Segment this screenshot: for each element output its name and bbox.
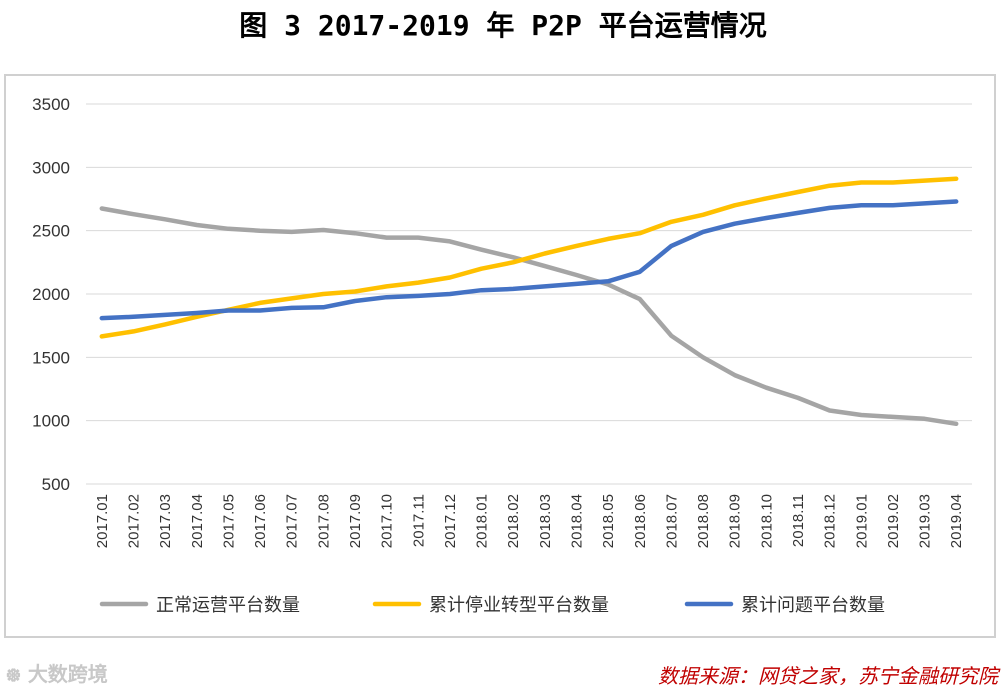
x-tick-label: 2018.12 — [822, 494, 839, 548]
x-tick-label: 2019.03 — [917, 494, 934, 548]
chart-frame: 500 1000 1500 2000 2500 3000 3500 2017.01 2017.… — [4, 74, 996, 638]
x-tick-label: 2017.04 — [189, 494, 206, 548]
x-tick-label: 2018.10 — [758, 494, 775, 548]
logo-icon: ᪥ — [6, 662, 21, 686]
x-tick-label: 2017.09 — [347, 494, 364, 548]
legend: 正常运营平台数量 累计停业转型平台数量 累计问题平台数量 — [99, 595, 885, 616]
y-tick-label: 2500 — [32, 222, 70, 241]
chart-title: 图 3 2017-2019 年 P2P 平台运营情况 — [239, 9, 767, 42]
x-tick-label: 2017.11 — [410, 494, 427, 547]
y-axis: 500 1000 1500 2000 2500 3000 3500 — [32, 95, 70, 494]
x-axis: 2017.01 2017.02 2017.03 2017.04 2017.05 2017.… — [94, 494, 965, 548]
x-tick-label: 2017.06 — [252, 494, 269, 548]
watermark-text: 大数跨境 — [27, 662, 108, 686]
x-tick-label: 2018.02 — [505, 494, 522, 548]
x-tick-label: 2018.03 — [537, 494, 554, 548]
x-tick-label: 2017.08 — [315, 494, 332, 548]
x-tick-label: 2018.05 — [600, 494, 617, 548]
x-tick-label: 2018.09 — [727, 494, 744, 548]
y-tick-label: 1000 — [32, 412, 70, 431]
x-tick-label: 2018.01 — [474, 494, 491, 548]
x-tick-label: 2017.10 — [379, 494, 396, 548]
legend-label: 正常运营平台数量 — [156, 595, 300, 616]
legend-label: 累计问题平台数量 — [741, 595, 885, 616]
x-tick-label: 2017.03 — [157, 494, 174, 548]
x-tick-label: 2017.05 — [220, 494, 237, 548]
x-tick-label: 2018.08 — [695, 494, 712, 548]
x-tick-label: 2019.02 — [885, 494, 902, 548]
grid-layer — [86, 103, 972, 485]
series-line-2 — [99, 199, 959, 321]
series-layer — [99, 176, 959, 427]
x-tick-label: 2018.11 — [790, 494, 807, 547]
x-tick-label: 2017.12 — [442, 494, 459, 548]
x-tick-label: 2017.01 — [94, 494, 111, 548]
legend-label: 累计停业转型平台数量 — [429, 595, 609, 616]
series-line-0 — [99, 206, 959, 427]
watermark: ᪥ 大数跨境 — [6, 658, 108, 692]
x-tick-label: 2017.02 — [125, 494, 142, 548]
x-tick-label: 2019.01 — [853, 494, 870, 548]
x-tick-label: 2017.07 — [284, 494, 301, 548]
x-tick-label: 2018.04 — [568, 494, 585, 548]
source-note: 数据来源：网贷之家，苏宁金融研究院 — [658, 664, 998, 688]
y-tick-label: 1500 — [32, 348, 70, 367]
series-line-1 — [99, 176, 959, 339]
y-tick-label: 500 — [42, 475, 70, 494]
x-tick-label: 2018.06 — [632, 494, 649, 548]
y-tick-label: 2000 — [32, 285, 70, 304]
y-tick-label: 3500 — [32, 95, 70, 114]
y-tick-label: 3000 — [32, 158, 70, 177]
x-tick-label: 2018.07 — [663, 494, 680, 548]
x-tick-label: 2019.04 — [948, 494, 965, 548]
